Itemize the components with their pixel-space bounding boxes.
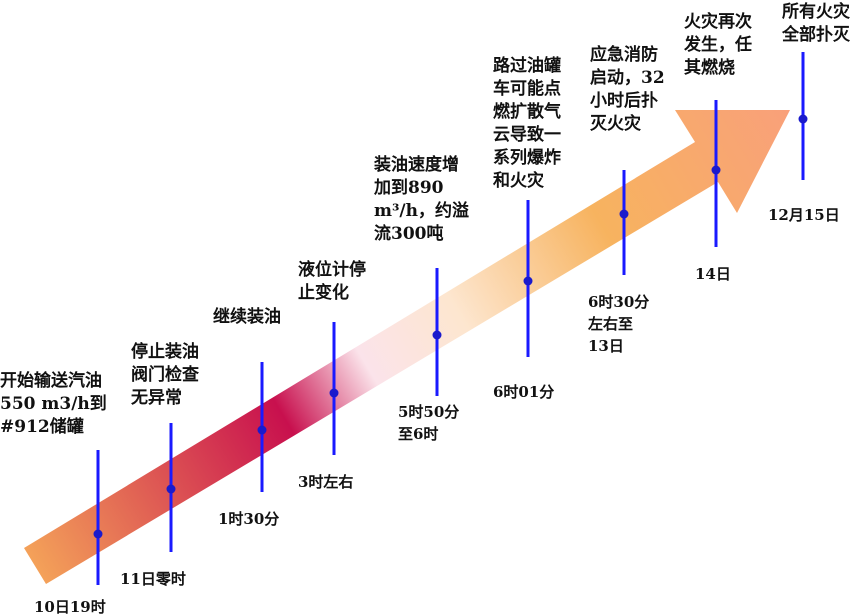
milestone-event-7: 应急消防启动，32 小时后扑灭火灾 (589, 44, 665, 134)
milestone-time-4: 3时左右 (298, 473, 353, 491)
milestone-time-5: 5时50分至6时 (398, 403, 459, 443)
milestone-event-line: #912储罐 (0, 416, 84, 437)
milestone-dot-7 (619, 209, 629, 219)
milestone-event-line: 其燃烧 (684, 57, 735, 78)
milestone-event-line: 液位计停 (298, 259, 366, 280)
milestone-time-8: 14日 (695, 265, 731, 283)
milestone-event-1: 开始输送汽油 550 m3/h到#912储罐 (0, 370, 107, 437)
milestone-dot-3 (257, 425, 267, 435)
milestone-dot-1 (93, 529, 103, 539)
milestone-event-9: 所有火灾全部扑灭 (781, 1, 851, 45)
milestone-time-line: 10日19时 (34, 598, 106, 616)
milestone-time-line: 12月15日 (768, 206, 840, 224)
milestone-event-2: 停止装油阀门检查无异常 (130, 341, 200, 408)
milestone-time-line: 6时01分 (493, 383, 554, 401)
milestone-time-7: 6时30分左右至 13日 (587, 293, 649, 355)
milestone-time-2: 11日零时 (120, 570, 186, 588)
milestone-time-6: 6时01分 (493, 383, 554, 401)
milestone-time-line: 左右至 (587, 315, 633, 333)
milestone-event-line: 应急消防 (590, 44, 658, 65)
milestone-time-9: 12月15日 (768, 206, 840, 224)
milestone-time-3: 1时30分 (218, 510, 279, 528)
milestone-event-line: 流300吨 (374, 223, 444, 244)
milestone-ticks (93, 52, 808, 585)
milestone-time-line: 至6时 (398, 425, 438, 443)
milestone-event-4: 液位计停止变化 (298, 259, 366, 303)
milestone-event-line: 所有火灾 (782, 1, 851, 22)
milestone-event-line: 系列爆炸 (493, 147, 561, 168)
milestone-time-line: 13日 (588, 337, 624, 355)
milestone-event-line: 发生，任 (683, 34, 752, 55)
milestone-event-line: 启动，32 (590, 67, 665, 88)
milestone-time-line: 14日 (695, 265, 731, 283)
milestone-time-1: 10日19时 (34, 598, 106, 616)
milestone-event-line: 燃扩散气 (493, 101, 561, 122)
timeline-arrow (24, 110, 790, 584)
milestone-event-line: 继续装油 (213, 306, 281, 327)
milestone-event-line: 灭火灾 (589, 113, 642, 134)
milestone-time-line: 5时50分 (398, 403, 459, 421)
milestone-event-line: 全部扑灭 (781, 24, 851, 45)
milestone-event-line: 无异常 (130, 387, 182, 408)
milestone-time-line: 3时左右 (298, 473, 353, 491)
milestone-time-line: 11日零时 (120, 570, 186, 588)
milestone-dot-8 (711, 165, 721, 175)
milestone-event-5: 装油速度增加到890 m³/h，约溢流300吨 (373, 154, 469, 244)
milestone-event-line: 云导致一 (493, 124, 561, 145)
milestone-event-line: 小时后扑 (590, 90, 658, 111)
milestone-event-line: 550 m3/h到 (0, 394, 107, 414)
milestone-event-line: 停止装油 (131, 341, 199, 362)
milestone-dot-5 (432, 330, 442, 340)
milestone-dot-6 (523, 276, 533, 286)
milestone-event-line: 火灾再次 (684, 11, 752, 32)
milestone-dot-2 (166, 484, 176, 494)
milestone-event-3: 继续装油 (213, 306, 281, 327)
milestone-time-line: 6时30分 (588, 293, 649, 311)
milestone-event-line: 和火灾 (493, 170, 545, 191)
milestone-event-line: 阀门检查 (131, 364, 200, 385)
milestone-event-line: m³/h，约溢 (374, 200, 469, 221)
milestone-dot-9 (798, 114, 808, 124)
milestone-event-line: 加到890 (373, 178, 444, 198)
milestone-event-line: 开始输送汽油 (0, 370, 102, 391)
milestone-labels: 开始输送汽油 550 m3/h到#912储罐 10日19时 停止装油阀门检查无异常 11… (0, 1, 851, 616)
milestone-event-line: 装油速度增 (373, 154, 459, 175)
milestone-event-line: 路过油罐 (493, 55, 561, 76)
milestone-time-line: 1时30分 (218, 510, 279, 528)
milestone-event-8: 火灾再次发生，任其燃烧 (683, 11, 752, 78)
milestone-event-line: 止变化 (298, 282, 349, 303)
milestone-dot-4 (329, 388, 339, 398)
milestone-event-line: 车可能点 (493, 78, 561, 99)
milestone-event-6: 路过油罐车可能点燃扩散气云导致一系列爆炸和火灾 (493, 55, 561, 191)
